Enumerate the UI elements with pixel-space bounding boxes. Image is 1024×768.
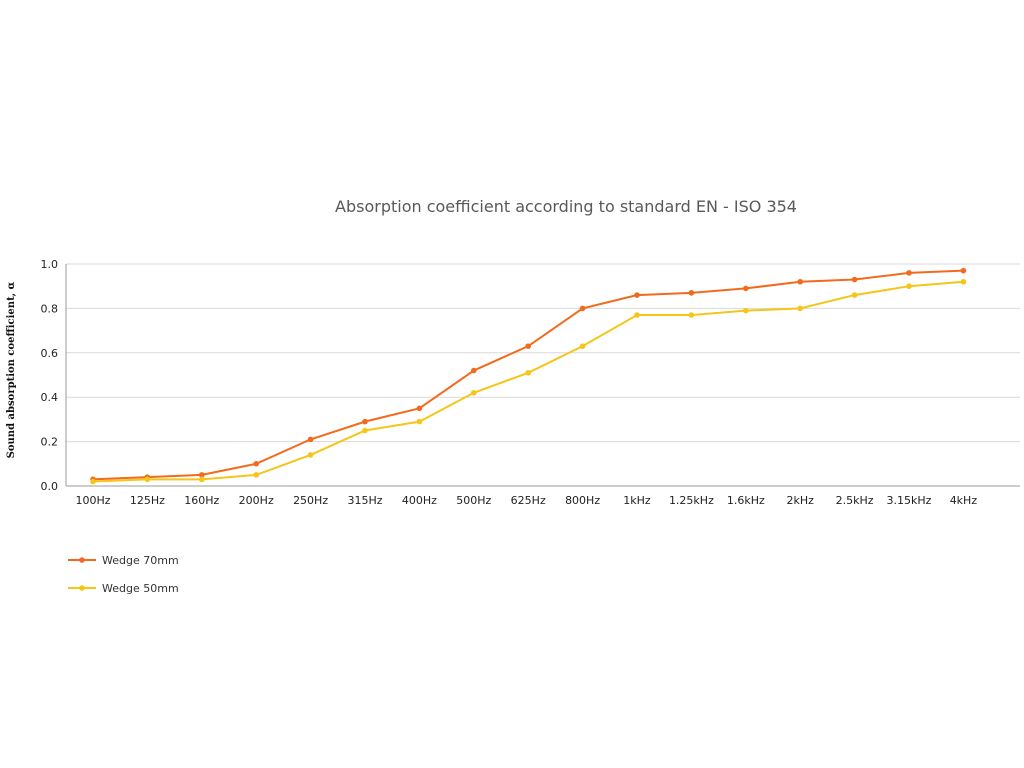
x-tick-label: 1.25kHz xyxy=(669,494,714,507)
data-point xyxy=(634,292,640,298)
series-wedge-50mm xyxy=(90,278,967,485)
legend-label: Wedge 70mm xyxy=(102,554,179,567)
x-tick-label: 2kHz xyxy=(786,494,814,507)
grid-lines xyxy=(66,263,1020,443)
x-tick-label: 160Hz xyxy=(184,494,219,507)
data-point xyxy=(253,461,259,467)
y-tick-label: 0.2 xyxy=(41,436,59,449)
legend[interactable]: Wedge 70mm Wedge 50mm xyxy=(68,554,179,595)
data-point xyxy=(307,452,314,458)
y-tick-labels: 0.0 0.2 0.4 0.6 0.8 1.0 xyxy=(41,258,59,493)
data-point xyxy=(471,367,477,374)
data-point xyxy=(199,476,205,483)
y-tick-label: 0.6 xyxy=(41,347,59,360)
legend-item[interactable]: Wedge 50mm xyxy=(68,582,179,595)
data-point xyxy=(743,307,749,314)
data-point xyxy=(851,276,858,283)
x-tick-label: 1.6kHz xyxy=(727,494,765,507)
data-point xyxy=(362,427,368,434)
x-tick-label: 250Hz xyxy=(293,494,328,507)
data-point xyxy=(960,278,967,285)
data-point xyxy=(362,418,368,425)
data-point xyxy=(199,472,205,478)
data-point xyxy=(634,312,640,318)
x-tick-label: 2.5kHz xyxy=(836,494,874,507)
data-point xyxy=(906,270,912,276)
data-point xyxy=(960,267,967,274)
data-point xyxy=(525,369,531,376)
x-tick-label: 500Hz xyxy=(456,494,491,507)
data-point xyxy=(525,343,531,349)
data-point xyxy=(797,278,803,285)
x-tick-label: 3.15kHz xyxy=(887,494,932,507)
x-tick-label: 125Hz xyxy=(130,494,165,507)
data-point xyxy=(906,283,912,290)
data-point xyxy=(851,292,858,298)
legend-label: Wedge 50mm xyxy=(102,582,179,595)
data-point xyxy=(688,312,695,318)
legend-marker-icon xyxy=(79,557,85,563)
data-point xyxy=(579,343,586,349)
y-tick-label: 0.0 xyxy=(41,480,59,493)
y-axis-label: Sound absorption coefficient, α xyxy=(6,281,17,458)
x-tick-label: 4kHz xyxy=(950,494,978,507)
data-point xyxy=(416,418,423,425)
data-point xyxy=(579,305,586,312)
axes xyxy=(65,264,1020,487)
x-tick-label: 625Hz xyxy=(511,494,546,507)
data-point xyxy=(688,290,695,296)
data-point xyxy=(416,405,423,412)
x-tick-label: 400Hz xyxy=(402,494,437,507)
x-tick-label: 315Hz xyxy=(347,494,382,507)
data-point xyxy=(743,285,749,292)
data-point xyxy=(471,389,477,396)
legend-marker-icon xyxy=(79,585,85,591)
x-tick-labels: 100Hz 125Hz 160Hz 200Hz 250Hz 315Hz 400Hz 500Hz… xyxy=(75,494,977,507)
data-point xyxy=(253,472,259,478)
x-tick-label: 200Hz xyxy=(239,494,274,507)
y-tick-label: 0.4 xyxy=(41,391,59,404)
data-point xyxy=(797,305,803,312)
x-tick-label: 1kHz xyxy=(623,494,651,507)
x-tick-label: 800Hz xyxy=(565,494,600,507)
data-point xyxy=(90,478,96,485)
series-line xyxy=(92,280,964,483)
y-tick-label: 0.8 xyxy=(41,302,59,315)
series-lines xyxy=(90,267,967,485)
data-point xyxy=(144,476,151,483)
chart-title: Absorption coefficient according to stan… xyxy=(335,197,797,216)
data-point xyxy=(307,436,314,443)
legend-item[interactable]: Wedge 70mm xyxy=(68,554,179,567)
x-tick-label: 100Hz xyxy=(75,494,110,507)
y-tick-label: 1.0 xyxy=(41,258,59,271)
